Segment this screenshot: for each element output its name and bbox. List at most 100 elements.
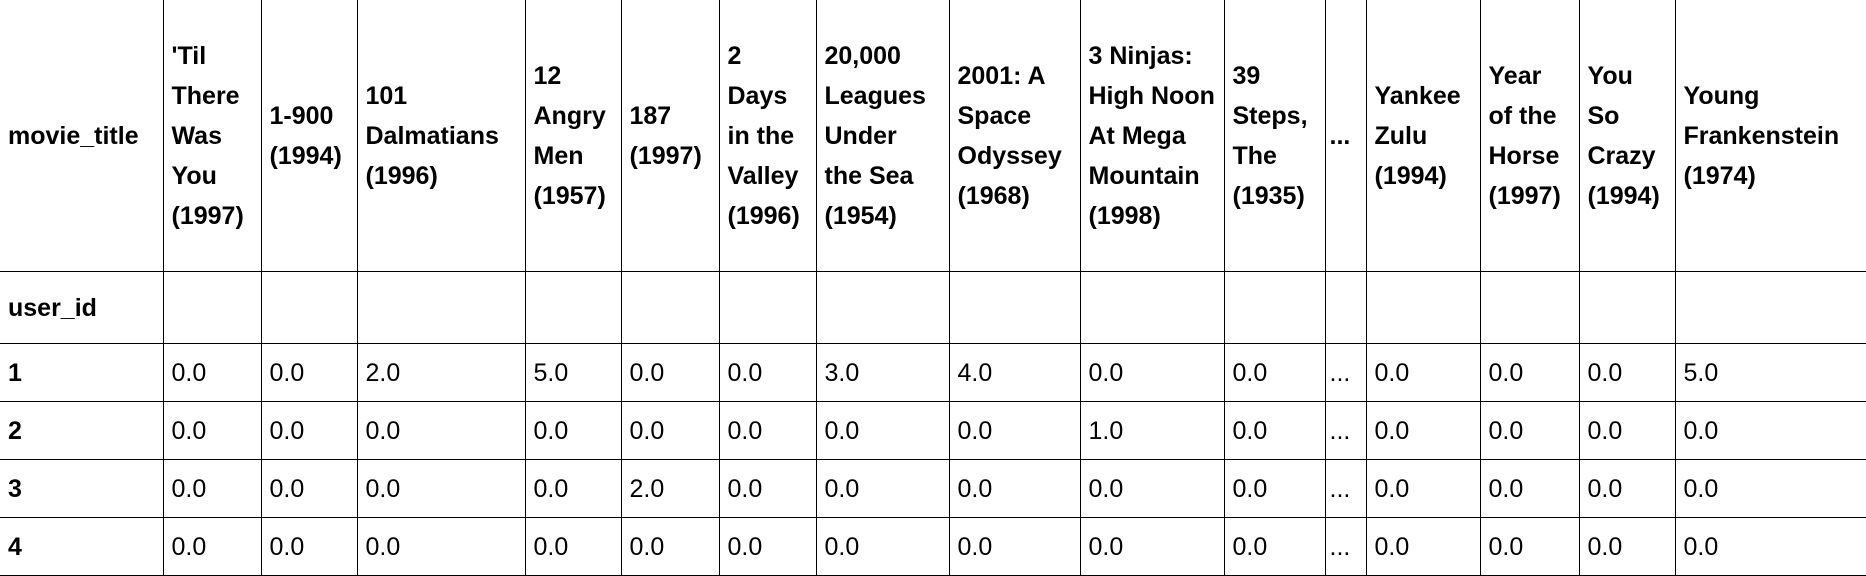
rating-cell: 0.0 — [718, 517, 817, 576]
rating-cell: 0.0 — [620, 517, 720, 576]
rating-cell: 0.0 — [1578, 401, 1676, 460]
row-index-cell: 2 — [0, 401, 164, 460]
rating-cell: 0.0 — [620, 343, 720, 402]
rating-cell: 0.0 — [260, 517, 358, 576]
rating-cell: 0.0 — [1674, 459, 1866, 518]
rating-cell: 0.0 — [1674, 401, 1866, 460]
column-header: 2001: A Space Odyssey (1968) — [948, 0, 1081, 272]
rating-cell: 0.0 — [1079, 343, 1225, 402]
rating-cell: 0.0 — [1479, 401, 1580, 460]
rating-cell: 5.0 — [1674, 343, 1866, 402]
rating-cell: 0.0 — [1365, 401, 1481, 460]
empty-cell — [1365, 271, 1481, 344]
rating-cell: 0.0 — [1365, 343, 1481, 402]
rating-cell: 0.0 — [162, 459, 262, 518]
index-name-header: user_id — [0, 271, 164, 344]
rating-cell: 0.0 — [260, 401, 358, 460]
rating-cell: 0.0 — [1079, 517, 1225, 576]
rating-cell: 0.0 — [524, 401, 622, 460]
table-row: 4 0.0 0.0 0.0 0.0 0.0 0.0 0.0 0.0 0.0 0.… — [0, 517, 1866, 576]
rating-cell: 0.0 — [948, 401, 1081, 460]
rating-cell: 0.0 — [1223, 343, 1326, 402]
rating-cell: 0.0 — [1223, 459, 1326, 518]
rating-cell: 0.0 — [260, 343, 358, 402]
empty-cell — [815, 271, 950, 344]
rating-cell: 2.0 — [356, 343, 526, 402]
column-header: 20,000 Leagues Under the Sea (1954) — [815, 0, 950, 272]
rating-cell: 0.0 — [162, 401, 262, 460]
table-row: 1 0.0 0.0 2.0 5.0 0.0 0.0 3.0 4.0 0.0 0.… — [0, 343, 1866, 402]
rating-cell: 0.0 — [1223, 401, 1326, 460]
rating-cell: 0.0 — [1365, 517, 1481, 576]
empty-cell — [1578, 271, 1676, 344]
row-index-cell: 1 — [0, 343, 164, 402]
rating-cell: 0.0 — [356, 517, 526, 576]
rating-cell: 0.0 — [1223, 517, 1326, 576]
rating-cell: 0.0 — [162, 517, 262, 576]
rating-cell: 0.0 — [948, 517, 1081, 576]
rating-cell: 0.0 — [1479, 459, 1580, 518]
rating-cell: 5.0 — [524, 343, 622, 402]
rating-cell: 0.0 — [718, 401, 817, 460]
rating-cell: 0.0 — [162, 343, 262, 402]
rating-cell: 0.0 — [815, 401, 950, 460]
empty-cell — [718, 271, 817, 344]
column-header: 1-900 (1994) — [260, 0, 358, 272]
column-header-row: movie_title 'Til There Was You (1997) 1-… — [0, 0, 1866, 272]
rating-cell: 0.0 — [1479, 343, 1580, 402]
ellipsis-cell: ... — [1324, 459, 1367, 518]
rating-cell: 0.0 — [524, 459, 622, 518]
rating-cell: 0.0 — [1578, 343, 1676, 402]
empty-cell — [524, 271, 622, 344]
rating-cell: 0.0 — [1079, 459, 1225, 518]
table-body: 1 0.0 0.0 2.0 5.0 0.0 0.0 3.0 4.0 0.0 0.… — [0, 343, 1866, 576]
table-row: 3 0.0 0.0 0.0 0.0 2.0 0.0 0.0 0.0 0.0 0.… — [0, 459, 1866, 518]
empty-cell — [1674, 271, 1866, 344]
column-header: 3 Ninjas: High Noon At Mega Mountain (19… — [1079, 0, 1225, 272]
column-header: You So Crazy (1994) — [1578, 0, 1676, 272]
rating-cell: 0.0 — [356, 459, 526, 518]
column-header: 2 Days in the Valley (1996) — [718, 0, 817, 272]
ellipsis-cell: ... — [1324, 401, 1367, 460]
rating-cell: 3.0 — [815, 343, 950, 402]
rating-cell: 0.0 — [1479, 517, 1580, 576]
rating-cell: 0.0 — [1578, 517, 1676, 576]
rating-cell: 0.0 — [815, 517, 950, 576]
column-header: 101 Dalmatians (1996) — [356, 0, 526, 272]
rating-cell: 0.0 — [356, 401, 526, 460]
row-index-cell: 3 — [0, 459, 164, 518]
empty-cell — [1223, 271, 1326, 344]
ellipsis-cell: ... — [1324, 343, 1367, 402]
columns-name-header: movie_title — [0, 0, 164, 272]
rating-cell: 4.0 — [948, 343, 1081, 402]
empty-cell — [948, 271, 1081, 344]
column-header: 39 Steps, The (1935) — [1223, 0, 1326, 272]
rating-cell: 0.0 — [524, 517, 622, 576]
rating-cell: 2.0 — [620, 459, 720, 518]
rating-cell: 0.0 — [1674, 517, 1866, 576]
empty-cell — [260, 271, 358, 344]
rating-cell: 0.0 — [620, 401, 720, 460]
column-header: 187 (1997) — [620, 0, 720, 272]
index-name-row: user_id — [0, 271, 1866, 344]
column-header: 'Til There Was You (1997) — [162, 0, 262, 272]
rating-cell: 0.0 — [1578, 459, 1676, 518]
rating-cell: 1.0 — [1079, 401, 1225, 460]
empty-cell — [162, 271, 262, 344]
column-header: 12 Angry Men (1957) — [524, 0, 622, 272]
table-row: 2 0.0 0.0 0.0 0.0 0.0 0.0 0.0 0.0 1.0 0.… — [0, 401, 1866, 460]
ellipsis-cell: ... — [1324, 517, 1367, 576]
empty-cell — [1479, 271, 1580, 344]
empty-cell — [356, 271, 526, 344]
rating-cell: 0.0 — [948, 459, 1081, 518]
column-header: Young Frankenstein (1974) — [1674, 0, 1866, 272]
column-header: Year of the Horse (1997) — [1479, 0, 1580, 272]
column-header: Yankee Zulu (1994) — [1365, 0, 1481, 272]
rating-cell: 0.0 — [260, 459, 358, 518]
rating-cell: 0.0 — [718, 459, 817, 518]
rating-cell: 0.0 — [815, 459, 950, 518]
rating-cell: 0.0 — [718, 343, 817, 402]
row-index-cell: 4 — [0, 517, 164, 576]
empty-cell — [1079, 271, 1225, 344]
ellipsis-column-header: ... — [1324, 0, 1367, 272]
